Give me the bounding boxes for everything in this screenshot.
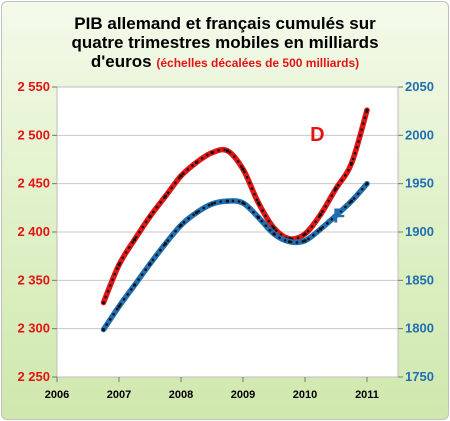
series-d-point xyxy=(318,213,323,217)
series-f-point xyxy=(225,199,230,203)
x-tick-label: 2006 xyxy=(45,389,69,401)
y-left-tick-label: 2 250 xyxy=(17,369,50,384)
series-d-point xyxy=(256,201,261,205)
series-d-point xyxy=(303,232,307,236)
y-right-tick-label: 1800 xyxy=(405,321,434,336)
y-right-tick-label: 2000 xyxy=(405,127,434,142)
series-f-point xyxy=(210,202,214,206)
x-tick-label: 2007 xyxy=(107,389,131,401)
y-left-tick-label: 2 400 xyxy=(17,224,50,239)
series-f-point xyxy=(287,240,292,244)
y-left-tick-label: 2 350 xyxy=(17,272,50,287)
x-tick-label: 2011 xyxy=(355,389,379,401)
series-d-point xyxy=(225,149,230,153)
title-line-3-text: d'euros xyxy=(90,52,152,71)
series-label-d: D xyxy=(310,124,324,146)
series-d-point xyxy=(194,160,199,164)
y-right-tick-label: 1950 xyxy=(405,176,434,191)
series-d-point xyxy=(148,214,152,219)
chart-title: PIB allemand et français cumulés sur qua… xyxy=(0,14,450,73)
series-f-point xyxy=(256,215,261,220)
series-f-point xyxy=(163,242,168,246)
series-f-point xyxy=(148,262,152,266)
series-f-point xyxy=(117,304,121,309)
series-d-dots xyxy=(102,108,369,304)
series-d-point xyxy=(179,174,183,178)
series-f-point xyxy=(334,213,338,218)
series-d-point xyxy=(365,108,369,112)
series-f-point xyxy=(303,239,307,243)
y-left-tick-label: 2 500 xyxy=(17,127,50,142)
series-d-point xyxy=(334,186,338,191)
title-line-2: quatre trimestres mobiles en milliards xyxy=(71,33,379,52)
title-line-1: PIB allemand et français cumulés sur xyxy=(74,14,376,33)
series-f-point xyxy=(101,328,106,332)
series-f-point xyxy=(365,182,369,186)
y-left-tick-label: 2 550 xyxy=(17,79,50,94)
series-f-point xyxy=(241,201,245,205)
title-line-3: d'euros (échelles décalées de 500 millia… xyxy=(0,52,450,73)
series-d-point xyxy=(349,161,354,165)
y-right-tick-label: 1850 xyxy=(405,272,434,287)
series-f-point xyxy=(272,232,276,236)
series-f-point xyxy=(349,199,354,203)
series-d-point xyxy=(117,263,121,267)
series-d-point xyxy=(241,167,245,171)
series-f-point xyxy=(179,223,183,227)
title-note: (échelles décalées de 500 milliards) xyxy=(156,56,360,70)
series-d-point xyxy=(101,300,106,305)
y-right-tick-label: 1900 xyxy=(405,224,434,239)
y-left-tick-label: 2 450 xyxy=(17,176,50,191)
series-f-point xyxy=(194,211,199,215)
y-left-tick-label: 2 300 xyxy=(17,321,50,336)
series-d-point xyxy=(210,151,214,155)
x-tick-label: 2008 xyxy=(169,389,193,401)
series-d-point xyxy=(272,226,276,230)
series-f-point xyxy=(318,227,323,231)
y-right-tick-label: 1750 xyxy=(405,369,434,384)
series-label-f: F xyxy=(333,205,345,227)
y-right-tick-label: 2050 xyxy=(405,79,434,94)
series-d-point xyxy=(163,194,168,198)
x-tick-label: 2010 xyxy=(293,389,317,401)
series-f-dots xyxy=(102,182,369,331)
series-d-point xyxy=(132,238,137,242)
x-tick-label: 2009 xyxy=(231,389,255,401)
series-f-point xyxy=(132,283,137,287)
